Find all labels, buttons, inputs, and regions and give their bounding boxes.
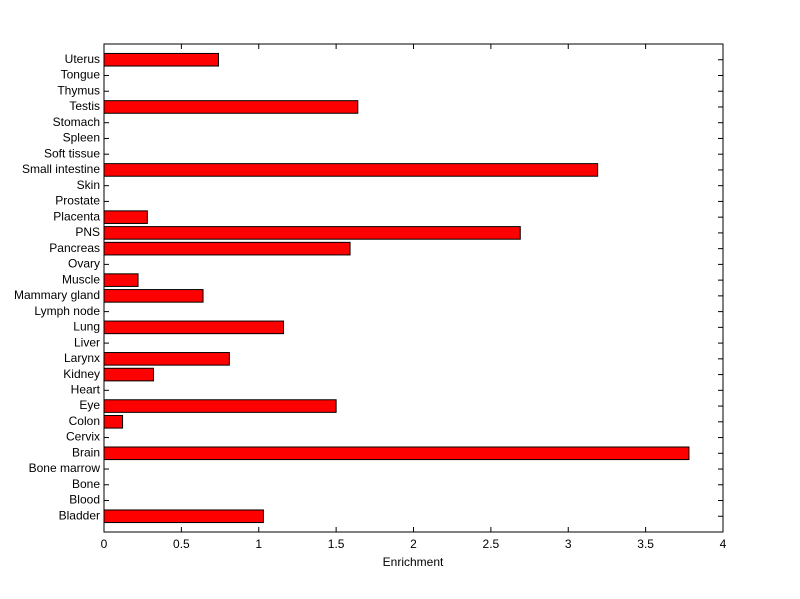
- y-tick-label: Tongue: [61, 68, 101, 82]
- bar: [103, 241, 351, 256]
- y-tick-label: Cervix: [66, 430, 100, 444]
- bar: [103, 415, 124, 429]
- y-tick-label: Colon: [69, 414, 100, 428]
- bar: [103, 320, 285, 335]
- y-tick-label: Heart: [71, 382, 101, 396]
- bar: [103, 210, 148, 224]
- bar: [103, 52, 220, 67]
- x-tick-label: 1: [255, 537, 262, 551]
- y-tick-label: Thymus: [57, 83, 100, 97]
- y-tick-label: Stomach: [53, 115, 100, 129]
- x-tick-label: 2.5: [483, 537, 500, 551]
- y-tick-label: Uterus: [65, 52, 100, 66]
- y-tick-label: Spleen: [63, 131, 100, 145]
- y-tick-label: Small intestine: [22, 162, 100, 176]
- y-tick-label: Mammary gland: [14, 288, 100, 302]
- y-tick-label: Soft tissue: [44, 146, 100, 160]
- y-tick-label: Blood: [69, 493, 100, 507]
- y-tick-label: Bladder: [59, 508, 100, 522]
- x-tick-label: 0: [101, 537, 108, 551]
- y-tick-label: Muscle: [62, 272, 100, 286]
- y-tick-label: Skin: [77, 178, 100, 192]
- y-tick-label: Bone marrow: [29, 461, 101, 475]
- x-tick-label: 3: [565, 537, 572, 551]
- x-tick-label: 3.5: [637, 537, 654, 551]
- bar: [103, 352, 230, 366]
- y-tick-label: Testis: [69, 99, 100, 113]
- bar: [103, 367, 155, 382]
- x-tick-label: 0.5: [173, 537, 190, 551]
- y-tick-label: PNS: [75, 225, 100, 239]
- x-tick-label: 2: [410, 537, 417, 551]
- y-tick-label: Liver: [74, 335, 100, 349]
- bar: [103, 446, 690, 461]
- y-tick-label: Pancreas: [49, 241, 100, 255]
- y-tick-label: Larynx: [64, 351, 100, 365]
- x-axis-label: Enrichment: [383, 555, 444, 569]
- bar: [103, 509, 264, 524]
- bar: [103, 226, 521, 240]
- y-tick-label: Brain: [72, 445, 100, 459]
- y-tick-label: Bone: [72, 477, 100, 491]
- bar: [103, 100, 359, 114]
- bar: [103, 399, 337, 413]
- y-tick-label: Kidney: [63, 367, 100, 381]
- y-tick-label: Prostate: [55, 194, 100, 208]
- x-tick-label: 1.5: [328, 537, 345, 551]
- y-tick-label: Lung: [73, 320, 100, 334]
- bar: [103, 273, 139, 287]
- y-tick-label: Ovary: [68, 257, 100, 271]
- bar: [103, 289, 204, 303]
- bar: [103, 163, 599, 177]
- y-tick-label: Placenta: [53, 209, 100, 223]
- y-tick-label: Lymph node: [34, 304, 100, 318]
- y-tick-label: Eye: [79, 398, 100, 412]
- x-tick-label: 4: [720, 537, 727, 551]
- plot-frame: [103, 43, 724, 533]
